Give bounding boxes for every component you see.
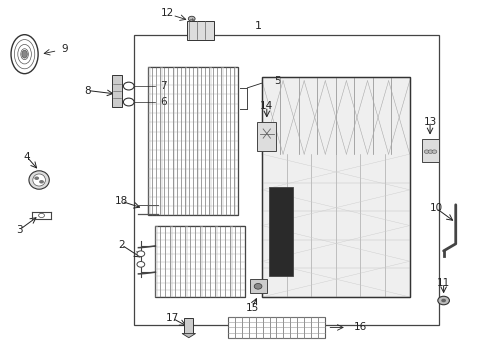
Text: 1: 1	[255, 21, 262, 31]
Circle shape	[424, 150, 429, 153]
Bar	[148, 67, 238, 215]
Bar	[160, 67, 163, 215]
Circle shape	[137, 261, 145, 267]
Circle shape	[254, 283, 262, 289]
Circle shape	[441, 299, 446, 302]
Bar	[209, 67, 212, 215]
Bar	[148, 67, 150, 215]
Circle shape	[123, 98, 134, 106]
Circle shape	[39, 213, 45, 217]
Bar	[185, 226, 188, 297]
Bar	[155, 226, 158, 297]
Bar	[262, 77, 410, 297]
Text: 14: 14	[260, 101, 273, 111]
Bar	[250, 279, 267, 293]
Ellipse shape	[11, 35, 38, 74]
Text: 7: 7	[160, 81, 167, 91]
Circle shape	[39, 180, 44, 184]
Bar	[234, 67, 236, 215]
Circle shape	[34, 176, 39, 180]
Polygon shape	[182, 333, 196, 338]
Circle shape	[188, 16, 195, 21]
Text: 8: 8	[84, 86, 91, 95]
Ellipse shape	[29, 171, 49, 189]
Circle shape	[432, 150, 437, 153]
Bar	[200, 226, 203, 297]
Text: 11: 11	[437, 278, 450, 288]
Bar	[197, 67, 199, 215]
Bar	[262, 77, 410, 297]
Ellipse shape	[33, 174, 46, 186]
Bar	[230, 226, 233, 297]
Text: 5: 5	[274, 76, 281, 86]
Bar	[185, 67, 187, 215]
Text: 15: 15	[245, 303, 259, 312]
Bar	[215, 226, 218, 297]
Text: 4: 4	[24, 152, 30, 162]
Text: 6: 6	[160, 97, 167, 107]
Bar	[422, 139, 439, 162]
Circle shape	[428, 150, 433, 153]
Bar	[257, 122, 276, 150]
Bar	[134, 35, 439, 325]
Text: 9: 9	[61, 44, 68, 54]
Bar	[112, 76, 122, 107]
Bar	[171, 226, 173, 297]
Text: 10: 10	[430, 203, 443, 213]
Bar	[269, 187, 294, 276]
Text: 2: 2	[118, 240, 125, 250]
Text: 18: 18	[115, 196, 128, 206]
Text: 13: 13	[423, 117, 437, 126]
Bar	[155, 226, 245, 297]
Bar	[228, 317, 325, 338]
Circle shape	[123, 82, 134, 90]
Circle shape	[137, 251, 145, 257]
Text: 3: 3	[17, 225, 23, 235]
Bar	[187, 21, 214, 40]
Text: 12: 12	[161, 8, 174, 18]
Bar	[221, 67, 224, 215]
Circle shape	[438, 296, 449, 305]
Text: 17: 17	[166, 313, 179, 323]
Bar	[172, 67, 175, 215]
Ellipse shape	[22, 50, 27, 58]
Bar	[184, 318, 193, 334]
Text: 16: 16	[354, 323, 367, 332]
